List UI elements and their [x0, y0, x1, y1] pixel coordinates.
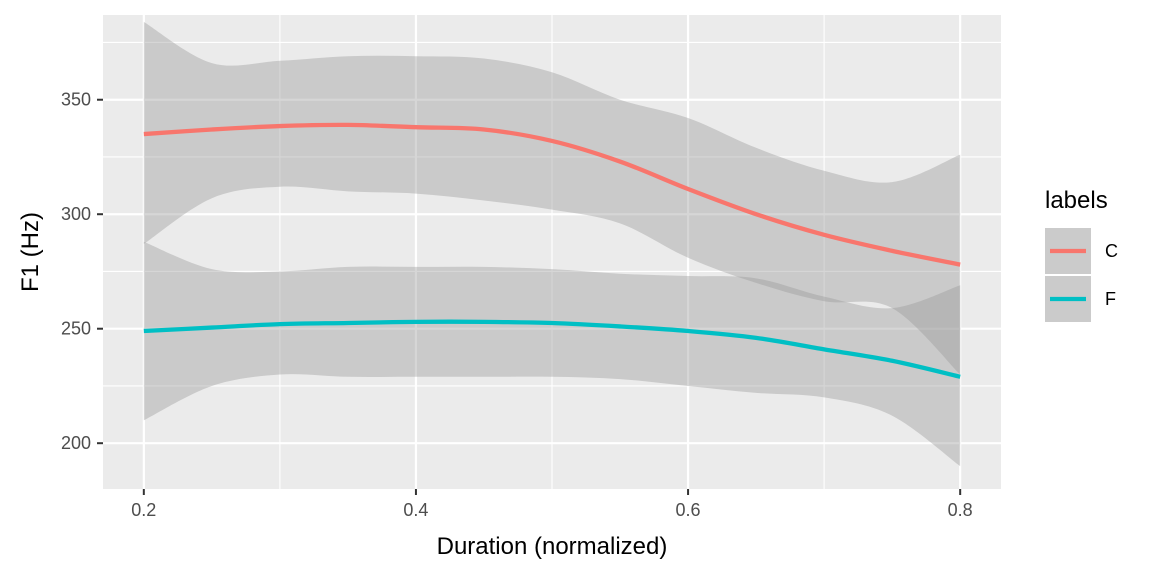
grid-major — [103, 15, 1001, 489]
x-tick-label: 0.4 — [403, 500, 428, 520]
x-tick-label: 0.2 — [131, 500, 156, 520]
y-tick-label: 300 — [61, 204, 91, 224]
y-axis-title: F1 (Hz) — [17, 212, 44, 292]
grid-minor — [103, 15, 1001, 489]
confidence-bands — [143, 21, 961, 467]
legend-label-F: F — [1105, 289, 1116, 309]
series-line-C — [143, 122, 961, 267]
x-axis-title: Duration (normalized) — [437, 533, 668, 560]
legend-title: labels — [1045, 187, 1108, 214]
confidence-band-F — [143, 241, 961, 467]
y-tick-label: 200 — [61, 433, 91, 453]
series-lines — [143, 122, 961, 379]
series-line-F — [143, 319, 961, 379]
y-tick-label: 250 — [61, 319, 91, 339]
x-tick-label: 0.8 — [948, 500, 973, 520]
legend-keys: CF — [1045, 228, 1118, 322]
legend-label-C: C — [1105, 241, 1118, 261]
confidence-band-C — [143, 21, 961, 375]
x-axis: 0.2 0.4 0.6 0.8 — [131, 489, 973, 520]
y-axis: 200 250 300 350 — [61, 90, 103, 453]
y-tick-label: 350 — [61, 90, 91, 110]
x-tick-label: 0.6 — [676, 500, 701, 520]
legend: labels CF — [1045, 187, 1118, 322]
